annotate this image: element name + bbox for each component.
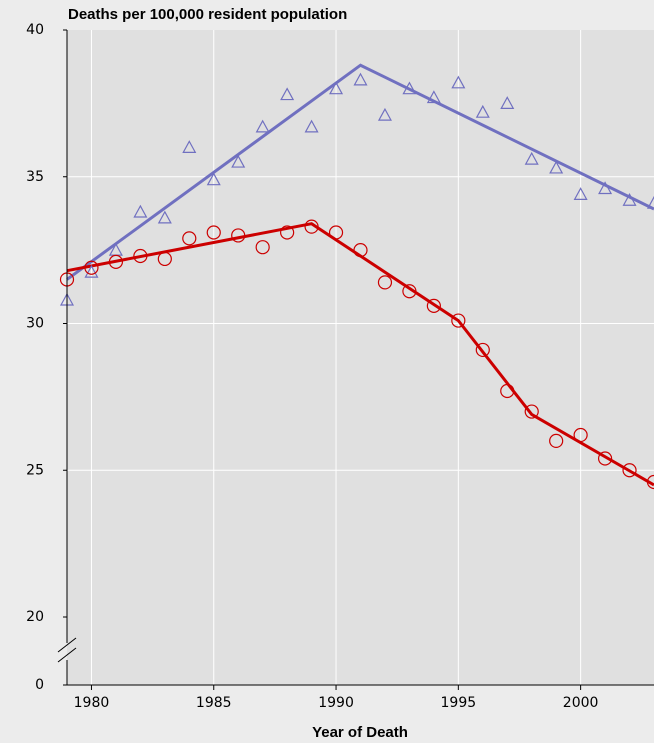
point (255, 119, 270, 133)
axis-break (57, 647, 77, 663)
point (353, 243, 368, 258)
point (280, 87, 295, 101)
point (182, 231, 197, 246)
point (524, 404, 539, 419)
x-tick-label: 1995 (441, 695, 477, 711)
point (426, 298, 441, 313)
point (402, 284, 417, 299)
y-tick-label: 35 (26, 169, 44, 185)
point (182, 140, 197, 153)
marks (59, 63, 654, 490)
point (255, 240, 270, 255)
fit-line (66, 222, 654, 487)
point (646, 474, 654, 490)
chart-subtitle: Deaths per 100,000 resident population (68, 6, 347, 23)
y-tick-label: 30 (26, 316, 44, 332)
point (84, 264, 99, 278)
point (451, 75, 466, 89)
point (157, 251, 172, 267)
x-tick-label: 1985 (196, 695, 232, 711)
point (84, 260, 99, 275)
x-tick-label: 1980 (74, 695, 110, 711)
point (304, 219, 319, 234)
point (402, 81, 417, 95)
y-tick-label: 25 (26, 462, 44, 478)
point (231, 228, 246, 243)
point (133, 248, 148, 264)
point (451, 313, 466, 328)
y-tick-label: 40 (26, 22, 44, 38)
point (622, 192, 637, 206)
x-axis-label: Year of Death (312, 724, 408, 741)
point (475, 104, 490, 118)
x-tick-label: 1990 (318, 695, 354, 711)
point (377, 275, 393, 290)
y-tick-label: 20 (26, 609, 44, 625)
point (133, 204, 148, 218)
point (500, 96, 515, 109)
point (549, 433, 564, 448)
point (304, 119, 319, 133)
point (231, 154, 246, 168)
point (426, 90, 441, 104)
point (475, 342, 490, 358)
point (108, 254, 124, 269)
point (328, 225, 344, 240)
point (622, 463, 637, 478)
point (353, 72, 368, 86)
axis-break (57, 637, 77, 653)
point (573, 427, 588, 443)
point (597, 451, 613, 466)
point (206, 172, 221, 186)
point (549, 160, 564, 174)
y-tick-label: 0 (35, 677, 44, 693)
point (206, 225, 221, 240)
point (524, 151, 539, 165)
x-tick-label: 2000 (563, 695, 599, 711)
point (329, 81, 344, 95)
plot-area (67, 30, 654, 685)
point (377, 107, 392, 121)
point (157, 210, 172, 224)
point (598, 181, 613, 195)
point (573, 187, 588, 200)
grid (67, 30, 654, 685)
point (500, 383, 515, 399)
point (646, 195, 654, 209)
point (280, 225, 295, 240)
